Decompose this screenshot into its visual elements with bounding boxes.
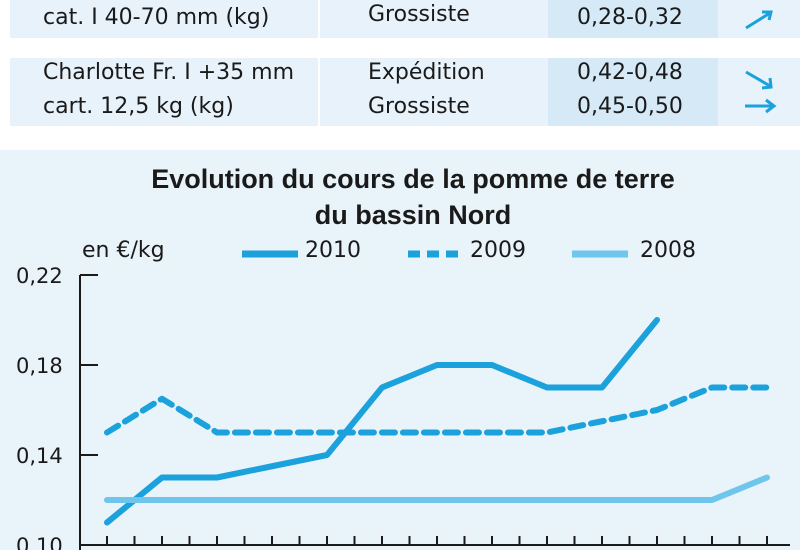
series-line-2009	[104, 384, 770, 436]
series-line-2010	[104, 317, 660, 526]
right-icon	[745, 98, 777, 114]
table-cell-price: 0,42-0,48	[577, 60, 683, 85]
series-line-2008	[104, 474, 770, 503]
y-tick-label: 0,18	[16, 354, 63, 378]
table-cell-price: 0,45-0,50	[577, 94, 683, 119]
down-icon	[745, 70, 773, 90]
table-cell-market: Expédition	[368, 60, 485, 85]
y-tick-label: 0,22	[16, 264, 63, 288]
chart-title: Evolution du cours de la pomme de terre	[151, 164, 675, 194]
chart-panel	[0, 150, 800, 550]
legend-label-2009: 2009	[470, 238, 526, 263]
price-cell-bg	[548, 0, 718, 38]
legend-label-2010: 2010	[305, 238, 361, 263]
table-cell-product: cart. 12,5 kg (kg)	[43, 94, 234, 119]
table-cell-market: Grossiste	[368, 2, 470, 27]
price-table: cat. I 40-70 mm (kg) Grossiste 0,28-0,32…	[0, 0, 800, 140]
y-tick-label: 0,14	[16, 444, 63, 468]
column-separator	[318, 0, 320, 126]
price-cell-bg	[548, 58, 718, 126]
legend-label-2008: 2008	[640, 238, 696, 263]
chart-title: du bassin Nord	[314, 200, 512, 230]
table-cell-product: Charlotte Fr. I +35 mm	[43, 60, 295, 85]
table-cell-price: 0,28-0,32	[577, 5, 683, 30]
table-cell-product: cat. I 40-70 mm (kg)	[43, 5, 270, 30]
table-cell-market: Grossiste	[368, 94, 470, 119]
y-axis-unit: en €/kg	[82, 238, 165, 263]
up-icon	[745, 10, 773, 30]
y-tick-label: 0,10	[16, 534, 63, 550]
